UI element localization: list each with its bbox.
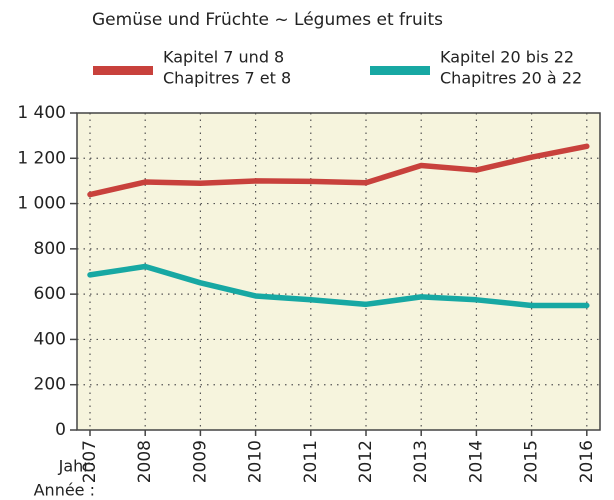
x-tick-label: 2008 <box>135 440 155 483</box>
series-line <box>87 263 590 309</box>
series-line <box>87 143 590 198</box>
legend-label: Chapitres 7 et 8 <box>163 69 291 88</box>
y-tick-label: 0 <box>55 420 66 440</box>
x-tick-label: 2014 <box>466 440 486 483</box>
x-tick-label: 2007 <box>80 440 100 483</box>
chart-title: Gemüse und Früchte ~ Légumes et fruits <box>92 10 443 30</box>
legend-swatch <box>93 66 153 75</box>
x-tick-label: 2010 <box>246 440 266 483</box>
legend-label: Chapitres 20 à 22 <box>440 69 582 88</box>
y-tick-label: 1 200 <box>17 148 66 168</box>
x-axis-label: Jahr: <box>58 457 95 476</box>
legend-swatch <box>370 66 430 75</box>
x-axis-label: Année : <box>34 481 95 500</box>
y-tick-label: 1 000 <box>17 194 66 214</box>
plot-frame <box>76 112 601 431</box>
x-tick-label: 2011 <box>301 440 321 483</box>
y-tick-label: 600 <box>34 284 66 304</box>
y-tick-label: 1 400 <box>17 103 66 123</box>
x-tick-label: 2013 <box>411 440 431 483</box>
y-tick-label: 200 <box>34 375 66 395</box>
x-tick-label: 2012 <box>356 440 376 483</box>
legend-label: Kapitel 7 und 8 <box>163 48 284 67</box>
x-tick-label: 2015 <box>522 440 542 483</box>
y-tick-label: 400 <box>34 329 66 349</box>
x-tick-label: 2009 <box>190 440 210 483</box>
legend-label: Kapitel 20 bis 22 <box>440 48 574 67</box>
y-tick-label: 800 <box>34 239 66 259</box>
x-tick-label: 2016 <box>577 440 597 483</box>
